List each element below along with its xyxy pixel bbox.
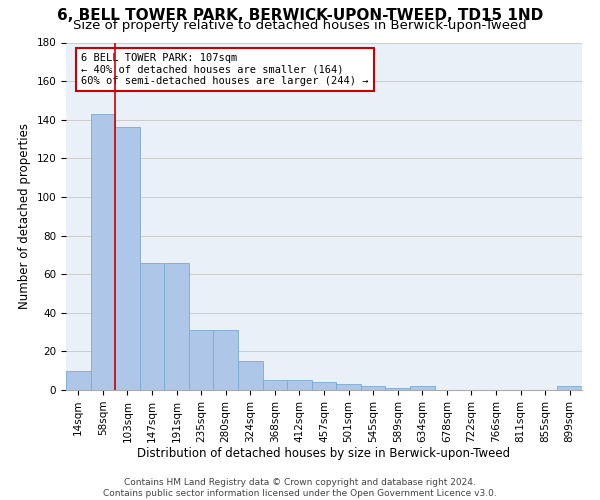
Bar bbox=[263, 380, 287, 390]
Bar bbox=[214, 330, 238, 390]
Bar bbox=[115, 128, 140, 390]
Bar bbox=[557, 386, 582, 390]
Bar bbox=[238, 361, 263, 390]
Text: Contains HM Land Registry data © Crown copyright and database right 2024.
Contai: Contains HM Land Registry data © Crown c… bbox=[103, 478, 497, 498]
X-axis label: Distribution of detached houses by size in Berwick-upon-Tweed: Distribution of detached houses by size … bbox=[137, 448, 511, 460]
Text: 6, BELL TOWER PARK, BERWICK-UPON-TWEED, TD15 1ND: 6, BELL TOWER PARK, BERWICK-UPON-TWEED, … bbox=[57, 8, 543, 22]
Bar bbox=[336, 384, 361, 390]
Bar bbox=[312, 382, 336, 390]
Bar bbox=[91, 114, 115, 390]
Bar bbox=[361, 386, 385, 390]
Bar bbox=[66, 370, 91, 390]
Y-axis label: Number of detached properties: Number of detached properties bbox=[18, 123, 31, 309]
Bar bbox=[140, 262, 164, 390]
Text: Size of property relative to detached houses in Berwick-upon-Tweed: Size of property relative to detached ho… bbox=[73, 18, 527, 32]
Bar bbox=[164, 262, 189, 390]
Text: 6 BELL TOWER PARK: 107sqm
← 40% of detached houses are smaller (164)
60% of semi: 6 BELL TOWER PARK: 107sqm ← 40% of detac… bbox=[82, 53, 369, 86]
Bar bbox=[287, 380, 312, 390]
Bar bbox=[189, 330, 214, 390]
Bar bbox=[385, 388, 410, 390]
Bar bbox=[410, 386, 434, 390]
